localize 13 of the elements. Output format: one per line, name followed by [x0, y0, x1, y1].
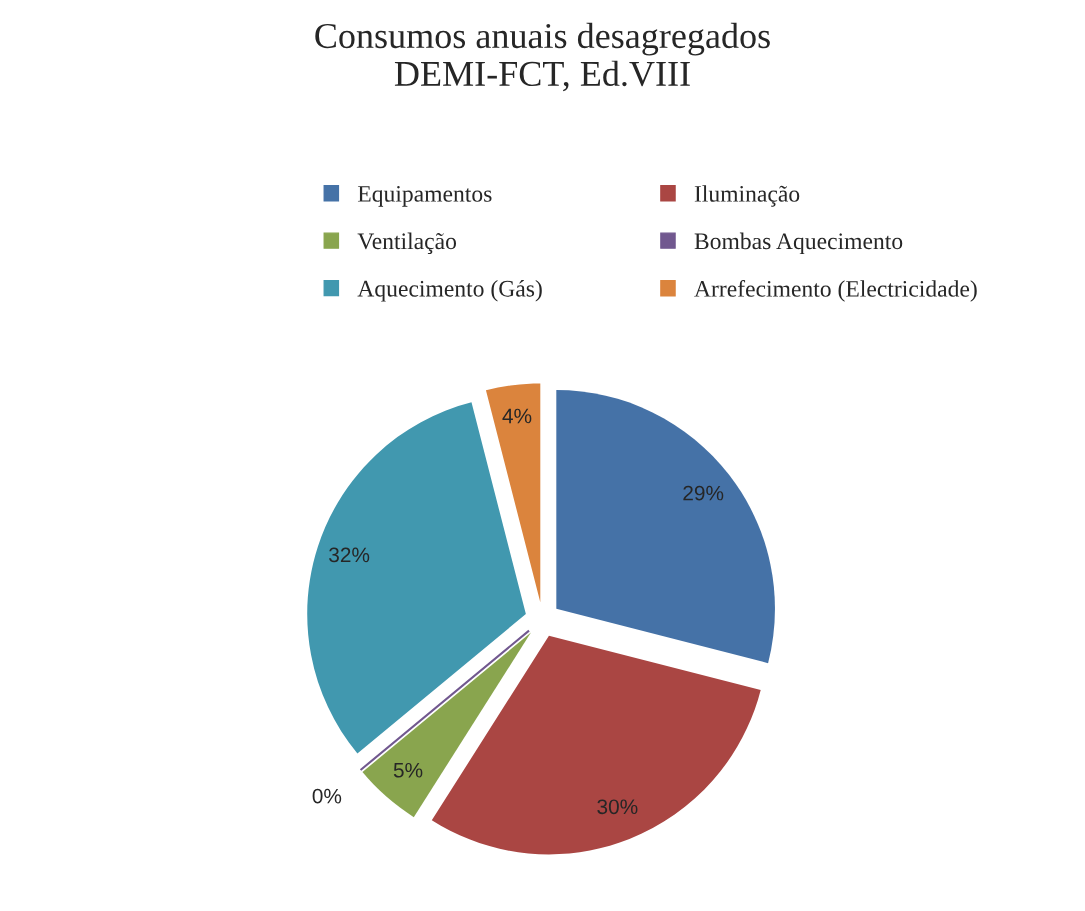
legend-label: Aquecimento (Gás) — [357, 280, 542, 302]
data-label: 4% — [502, 408, 532, 424]
chart-title: Consumos anuais desagregados DEMI-FCT, Ed.VIII — [315, 22, 770, 92]
text: 0% — [312, 788, 342, 804]
legend-label: Arrefecimento (Electricidade) — [694, 280, 977, 302]
legend-label: Ventilação — [357, 232, 457, 255]
legend-label: Equipamentos — [357, 185, 492, 207]
data-label: 32% — [329, 547, 370, 563]
legend-label: Iluminação — [694, 185, 800, 207]
data-label: 29% — [683, 485, 724, 501]
legend-label: Bombas Aquecimento — [694, 232, 903, 255]
data-label: 30% — [597, 799, 638, 815]
data-label: 5% — [393, 762, 423, 778]
